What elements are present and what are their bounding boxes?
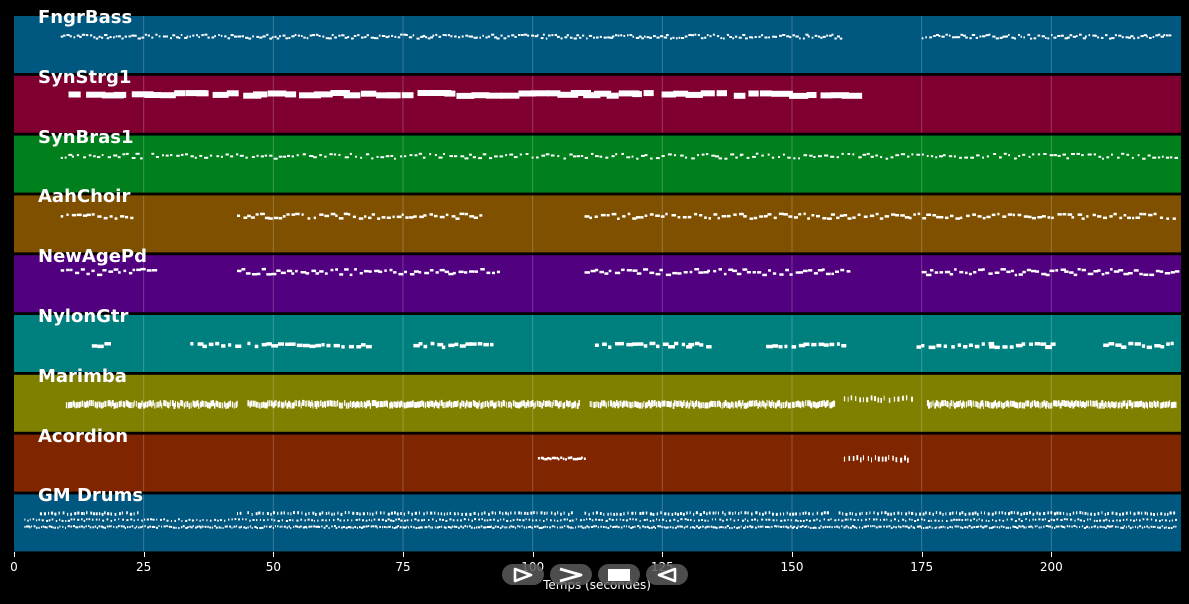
track-lane	[14, 135, 1181, 193]
x-tick-mark	[1051, 552, 1053, 557]
note-group	[24, 511, 1177, 529]
x-tick-mark	[532, 552, 534, 557]
rewind-button[interactable]	[646, 564, 688, 585]
forward-icon	[558, 567, 584, 583]
x-tick-mark	[403, 552, 404, 557]
track-lane	[14, 75, 1181, 133]
x-tick-label: 50	[265, 560, 281, 574]
play-icon	[512, 567, 534, 583]
x-tick-mark	[921, 552, 923, 557]
track-lane	[14, 16, 1181, 73]
rewind-icon	[656, 567, 678, 583]
x-tick-label: 175	[910, 560, 934, 574]
note-group	[68, 90, 863, 99]
x-tick-label: 0	[10, 560, 18, 574]
x-tick-label: 25	[136, 560, 152, 574]
track-lane	[14, 494, 1181, 552]
track-name-label: Acordion	[38, 425, 129, 447]
x-tick-mark	[143, 552, 145, 557]
track-lane	[14, 374, 1181, 432]
x-tick-label: 200	[1039, 560, 1063, 574]
x-tick-mark	[662, 552, 664, 557]
play-button[interactable]	[502, 564, 544, 585]
stop-button[interactable]	[598, 564, 640, 585]
track-name-label: SynStrg1	[38, 66, 132, 88]
x-tick-mark	[273, 552, 275, 557]
track-name-label: GM Drums	[38, 485, 144, 507]
track-name-label: NylonGtr	[38, 306, 129, 327]
note-group	[60, 152, 1178, 160]
track-name-label: NewAgePd	[38, 246, 148, 268]
note-group	[60, 33, 1172, 40]
track-lane	[14, 255, 1181, 313]
note-group	[537, 454, 909, 463]
note-group	[60, 212, 1176, 220]
stop-icon	[607, 568, 631, 582]
x-tick-label: 150	[780, 560, 804, 574]
track-name-label: SynBras1	[38, 126, 134, 148]
forward-button[interactable]	[550, 564, 592, 585]
track-name-label: AahChoir	[38, 186, 131, 208]
track-name-label: FngrBass	[38, 7, 133, 28]
note-group	[91, 341, 1174, 350]
track-lane	[14, 315, 1181, 372]
note-group	[65, 395, 1177, 409]
track-lane	[14, 434, 1181, 492]
x-tick-mark	[792, 552, 793, 557]
x-tick-mark	[14, 552, 15, 557]
track-name-label: Marimba	[38, 365, 127, 387]
transport-controls	[502, 564, 688, 585]
x-tick-label: 75	[395, 560, 411, 574]
note-group	[60, 267, 1180, 277]
track-lane	[14, 195, 1181, 253]
